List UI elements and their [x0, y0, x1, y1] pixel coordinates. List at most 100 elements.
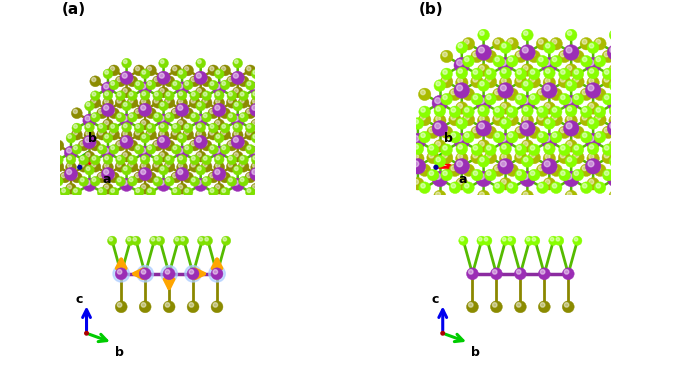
- Circle shape: [545, 44, 550, 48]
- Circle shape: [117, 270, 122, 274]
- Circle shape: [145, 129, 156, 140]
- Circle shape: [90, 76, 101, 87]
- Circle shape: [247, 66, 251, 71]
- Circle shape: [90, 140, 101, 151]
- Circle shape: [240, 142, 244, 146]
- Circle shape: [526, 237, 530, 241]
- Circle shape: [68, 156, 71, 160]
- Circle shape: [189, 270, 194, 274]
- Circle shape: [140, 133, 150, 143]
- Circle shape: [543, 178, 556, 190]
- Circle shape: [249, 82, 263, 95]
- Circle shape: [196, 123, 206, 132]
- Circle shape: [544, 161, 550, 167]
- Circle shape: [184, 66, 188, 71]
- Circle shape: [55, 142, 59, 146]
- Circle shape: [234, 73, 238, 78]
- Circle shape: [48, 180, 53, 185]
- Circle shape: [136, 66, 140, 71]
- Circle shape: [604, 52, 609, 57]
- Circle shape: [434, 140, 446, 152]
- Circle shape: [228, 163, 232, 167]
- Circle shape: [545, 179, 550, 184]
- Circle shape: [440, 126, 453, 138]
- Circle shape: [173, 236, 183, 246]
- Circle shape: [521, 190, 534, 203]
- Circle shape: [456, 102, 468, 114]
- Circle shape: [458, 119, 462, 124]
- Circle shape: [234, 124, 238, 128]
- Circle shape: [515, 144, 527, 156]
- Circle shape: [173, 66, 177, 71]
- Circle shape: [412, 118, 424, 129]
- Circle shape: [604, 70, 609, 74]
- Circle shape: [604, 128, 609, 132]
- Circle shape: [457, 135, 462, 142]
- Circle shape: [117, 142, 121, 146]
- Circle shape: [552, 39, 557, 44]
- Circle shape: [177, 84, 183, 89]
- Circle shape: [197, 73, 201, 78]
- Circle shape: [171, 172, 182, 183]
- Circle shape: [252, 170, 257, 174]
- Circle shape: [191, 163, 195, 167]
- Circle shape: [175, 237, 179, 241]
- Circle shape: [611, 192, 616, 197]
- Circle shape: [141, 270, 146, 274]
- Circle shape: [435, 98, 440, 103]
- Circle shape: [441, 68, 453, 80]
- Circle shape: [229, 156, 232, 160]
- Circle shape: [140, 90, 150, 100]
- Circle shape: [582, 90, 587, 95]
- Circle shape: [451, 115, 456, 120]
- Circle shape: [183, 123, 193, 133]
- Circle shape: [66, 133, 76, 143]
- Circle shape: [477, 64, 490, 76]
- Circle shape: [558, 50, 571, 63]
- Circle shape: [443, 52, 447, 57]
- Circle shape: [421, 115, 425, 120]
- Circle shape: [251, 133, 261, 143]
- Circle shape: [479, 116, 484, 121]
- Circle shape: [574, 70, 579, 74]
- Circle shape: [136, 189, 140, 192]
- Circle shape: [140, 69, 150, 79]
- Circle shape: [110, 131, 114, 135]
- Circle shape: [85, 137, 90, 142]
- Circle shape: [171, 123, 181, 133]
- Circle shape: [83, 114, 96, 127]
- Circle shape: [543, 67, 555, 79]
- Circle shape: [229, 92, 232, 96]
- Circle shape: [530, 52, 535, 57]
- Circle shape: [173, 131, 177, 135]
- Circle shape: [127, 177, 137, 186]
- Circle shape: [153, 91, 162, 101]
- Circle shape: [212, 82, 226, 95]
- Circle shape: [555, 236, 564, 246]
- Circle shape: [108, 236, 116, 246]
- Circle shape: [451, 90, 456, 95]
- Circle shape: [222, 81, 225, 85]
- Circle shape: [530, 153, 535, 158]
- Circle shape: [443, 77, 447, 82]
- Circle shape: [466, 268, 478, 280]
- Circle shape: [123, 60, 127, 63]
- Circle shape: [146, 145, 155, 154]
- Circle shape: [501, 44, 506, 48]
- Circle shape: [86, 153, 90, 157]
- Circle shape: [240, 77, 244, 81]
- Circle shape: [103, 98, 114, 109]
- Circle shape: [103, 162, 114, 173]
- Circle shape: [120, 71, 133, 84]
- Circle shape: [122, 123, 132, 132]
- Circle shape: [195, 87, 206, 98]
- Circle shape: [84, 151, 95, 162]
- Circle shape: [594, 55, 606, 67]
- Circle shape: [105, 135, 108, 138]
- Circle shape: [566, 123, 572, 129]
- Circle shape: [580, 164, 593, 177]
- Circle shape: [477, 29, 490, 41]
- Circle shape: [190, 112, 199, 122]
- Circle shape: [129, 99, 133, 103]
- Circle shape: [456, 178, 468, 190]
